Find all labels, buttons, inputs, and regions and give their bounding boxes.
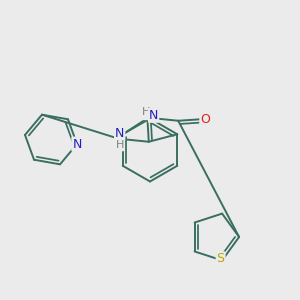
Text: N: N (72, 138, 82, 151)
Text: H: H (142, 107, 150, 117)
Text: O: O (142, 106, 152, 119)
Text: O: O (200, 113, 210, 126)
Text: N: N (115, 127, 124, 140)
Text: N: N (149, 109, 158, 122)
Text: H: H (116, 140, 124, 150)
Text: S: S (217, 252, 225, 266)
